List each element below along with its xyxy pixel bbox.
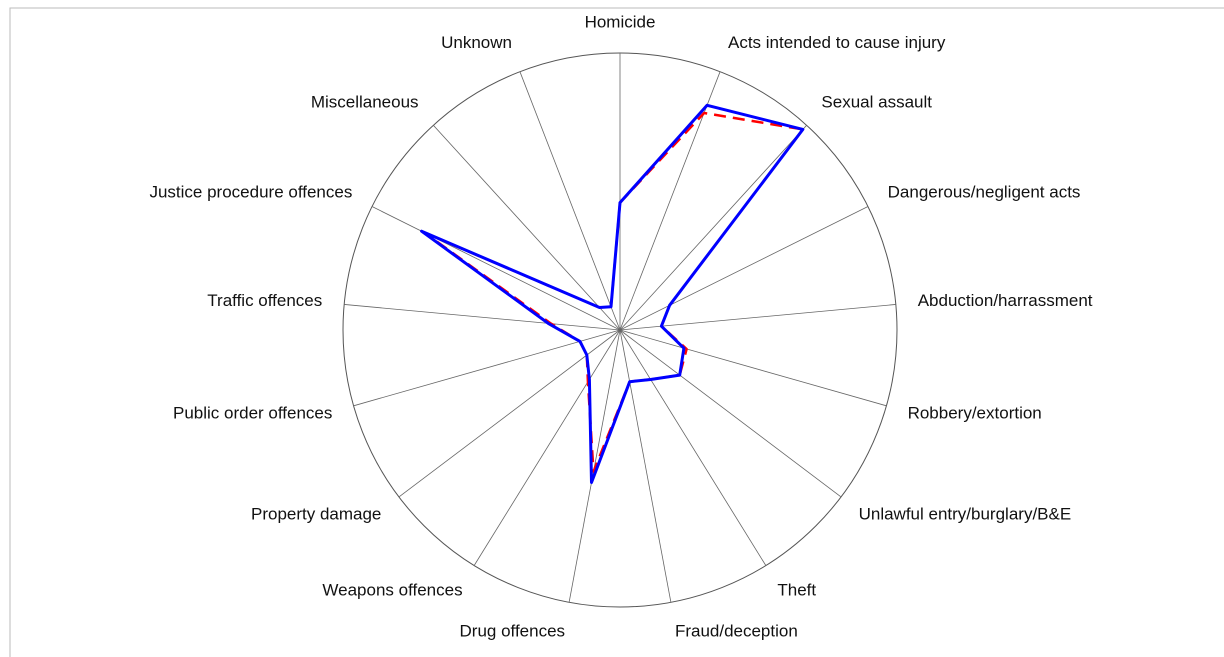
category-label: Fraud/deception [675, 621, 798, 640]
spoke [473, 329, 621, 566]
category-label: Drug offences [460, 621, 566, 640]
series-line [420, 103, 805, 484]
category-label: Sexual assault [821, 93, 932, 112]
category-label: Dangerous/negligent acts [888, 183, 1081, 202]
chart-frame [9, 7, 1224, 657]
spoke [619, 125, 807, 331]
spoke [619, 329, 767, 566]
category-label: Acts intended to cause injury [728, 33, 946, 52]
spoke [619, 329, 842, 498]
spoke [344, 304, 621, 331]
spoke [353, 329, 621, 407]
category-label: Theft [777, 581, 816, 600]
spoke [619, 206, 869, 331]
spoke [619, 329, 672, 603]
spoke [619, 71, 721, 331]
spoke [371, 206, 621, 331]
spoke [619, 329, 887, 407]
category-label: Unlawful entry/burglary/B&E [859, 504, 1072, 523]
category-label: Justice procedure offences [149, 183, 352, 202]
category-label: Weapons offences [322, 581, 462, 600]
category-label: Robbery/extortion [908, 403, 1042, 422]
category-label: Homicide [585, 12, 656, 31]
category-label: Abduction/harrassment [918, 291, 1093, 310]
category-label: Public order offences [173, 403, 332, 422]
category-label: Unknown [441, 33, 512, 52]
spoke [433, 125, 621, 331]
category-label: Property damage [251, 504, 381, 523]
spoke [519, 71, 621, 331]
spoke [398, 329, 621, 498]
spoke [619, 304, 896, 331]
category-label: Miscellaneous [311, 93, 419, 112]
category-label: Traffic offences [207, 291, 322, 310]
